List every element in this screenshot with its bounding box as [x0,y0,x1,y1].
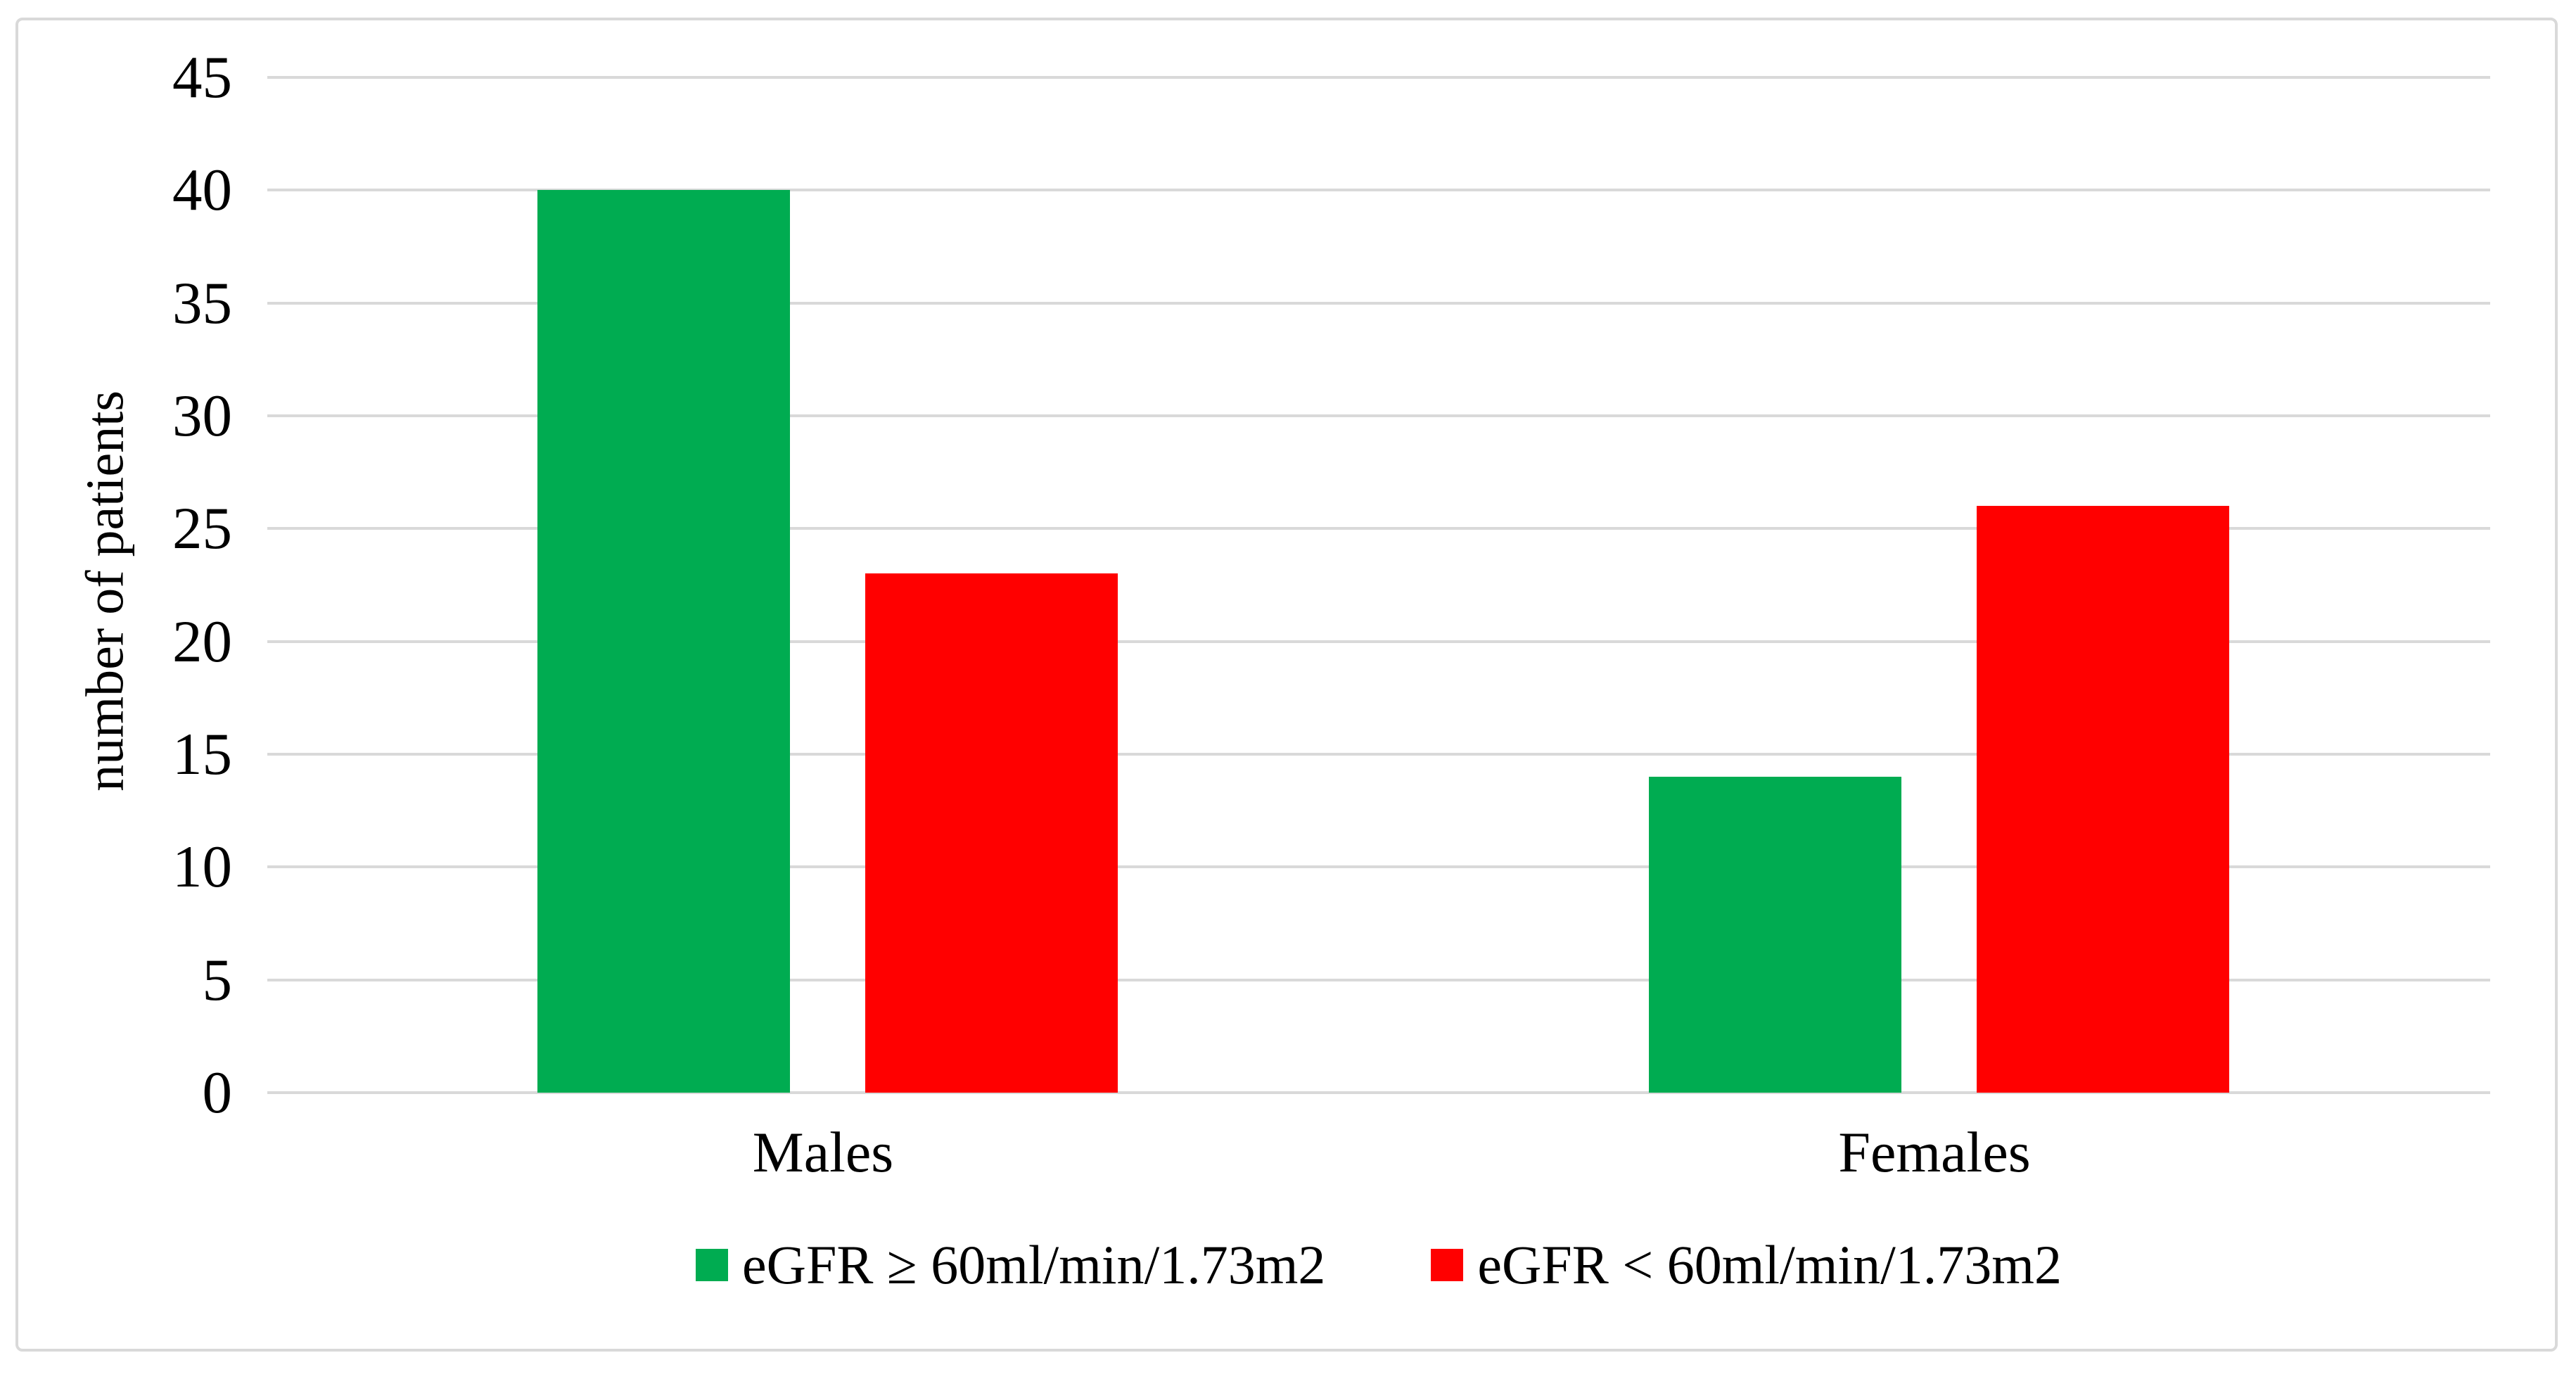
bar-males-series1 [537,190,790,1093]
y-tick-label: 15 [172,721,232,787]
x-category-label: Females [1838,1120,2031,1184]
gridline [267,414,2490,417]
y-tick-label: 5 [202,946,233,1013]
gridline [267,1091,2490,1094]
bar-females-series1 [1648,777,1901,1093]
x-axis-category-labels: Males Females [267,1120,2490,1185]
gridline [267,76,2490,79]
y-tick-label: 35 [172,269,232,336]
gridlines-layer [267,76,2490,1094]
y-tick-label: 25 [172,495,232,562]
legend-label: eGFR < 60ml/min/1.73m2 [1477,1234,2062,1295]
bar-males-series2 [865,573,1118,1093]
bars-layer [267,77,2490,1093]
bar-females-series2 [1977,506,2229,1093]
gridline [267,865,2490,869]
y-axis-tick-labels: 0 5 10 15 20 25 30 35 40 45 [42,46,233,1124]
gridline [267,527,2490,530]
gridline [267,301,2490,305]
y-tick-label: 40 [172,157,232,224]
y-tick-label: 0 [202,1060,233,1126]
legend-item: eGFR ≥ 60ml/min/1.73m2 [696,1230,1325,1300]
gridline [267,640,2490,643]
x-category-label: Males [752,1120,894,1184]
legend-color-swatch-icon [1431,1249,1464,1281]
gridline [267,189,2490,192]
legend: eGFR ≥ 60ml/min/1.73m2 eGFR < 60ml/min/1.… [267,1230,2490,1300]
y-tick-label: 20 [172,608,232,675]
gridline [267,978,2490,981]
gridline [267,752,2490,756]
legend-color-swatch-icon [696,1249,729,1281]
y-tick-label: 45 [172,44,232,110]
legend-label: eGFR ≥ 60ml/min/1.73m2 [742,1234,1326,1295]
legend-item: eGFR < 60ml/min/1.73m2 [1431,1230,2062,1300]
y-tick-label: 10 [172,834,232,901]
y-tick-label: 30 [172,383,232,449]
plot-area [267,76,2490,1094]
